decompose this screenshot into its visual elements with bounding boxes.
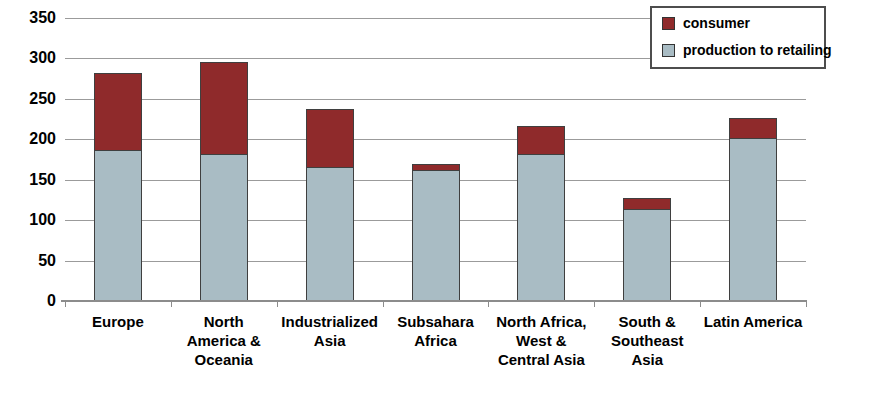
bar-segment-consumer bbox=[412, 164, 460, 171]
bar-segment-consumer bbox=[306, 109, 354, 169]
bar-group-0 bbox=[65, 18, 171, 301]
bar-segment-consumer bbox=[623, 198, 671, 209]
y-tick-label-100: 100 bbox=[0, 211, 56, 229]
bar-segment-production-to-retailing bbox=[94, 151, 142, 301]
bar-segment-production-to-retailing bbox=[200, 155, 248, 301]
bar-segment-production-to-retailing bbox=[517, 155, 565, 301]
bar-segment-consumer bbox=[517, 126, 565, 154]
legend: consumer production to retailing bbox=[650, 6, 826, 69]
x-axis-tick bbox=[806, 302, 807, 307]
x-axis-ticks bbox=[65, 302, 806, 308]
production-to-retailing-swatch-icon bbox=[662, 44, 675, 57]
bar-group-1 bbox=[171, 18, 277, 301]
x-category-label-5: South & Southeast Asia bbox=[594, 312, 700, 369]
y-tick-label-300: 300 bbox=[0, 49, 56, 67]
y-tick-label-250: 250 bbox=[0, 90, 56, 108]
bar-segment-production-to-retailing bbox=[729, 139, 777, 301]
bar-stack bbox=[517, 18, 565, 301]
x-category-label-0: Europe bbox=[65, 312, 171, 369]
bar-segment-production-to-retailing bbox=[623, 210, 671, 301]
consumer-swatch-icon bbox=[662, 17, 675, 30]
x-axis-tick bbox=[383, 302, 384, 307]
y-tick-label-200: 200 bbox=[0, 130, 56, 148]
bar-group-3 bbox=[383, 18, 489, 301]
bar-group-2 bbox=[277, 18, 383, 301]
legend-label: consumer bbox=[683, 16, 750, 31]
bar-stack bbox=[200, 18, 248, 301]
x-axis-tick bbox=[65, 302, 66, 307]
x-category-label-4: North Africa, West & Central Asia bbox=[488, 312, 594, 369]
legend-label: production to retailing bbox=[683, 43, 832, 58]
bar-segment-consumer bbox=[94, 73, 142, 151]
x-category-label-2: Industrialized Asia bbox=[277, 312, 383, 369]
x-category-label-6: Latin America bbox=[700, 312, 806, 369]
y-tick-label-50: 50 bbox=[0, 252, 56, 270]
bar-stack bbox=[306, 18, 354, 301]
bar-segment-production-to-retailing bbox=[306, 168, 354, 301]
x-axis-tick bbox=[488, 302, 489, 307]
bar-segment-consumer bbox=[729, 118, 777, 139]
bar-group-4 bbox=[488, 18, 594, 301]
bar-stack bbox=[412, 18, 460, 301]
legend-item-production-to-retailing: production to retailing bbox=[662, 43, 814, 58]
x-category-label-3: Subsahara Africa bbox=[383, 312, 489, 369]
legend-item-consumer: consumer bbox=[662, 16, 814, 31]
y-tick-label-350: 350 bbox=[0, 9, 56, 27]
bar-segment-consumer bbox=[200, 62, 248, 155]
y-tick-label-150: 150 bbox=[0, 171, 56, 189]
stacked-bar-chart: 0 50 100 150 200 250 300 350 EuropeNorth Americ… bbox=[0, 0, 873, 407]
x-category-label-1: North America & Oceania bbox=[171, 312, 277, 369]
bar-segment-production-to-retailing bbox=[412, 171, 460, 301]
x-axis-tick bbox=[594, 302, 595, 307]
x-axis-labels: EuropeNorth America & OceaniaIndustriali… bbox=[65, 312, 806, 369]
x-axis-tick bbox=[171, 302, 172, 307]
x-axis-tick bbox=[277, 302, 278, 307]
y-tick-label-0: 0 bbox=[0, 292, 56, 310]
bar-stack bbox=[94, 18, 142, 301]
x-axis-tick bbox=[700, 302, 701, 307]
